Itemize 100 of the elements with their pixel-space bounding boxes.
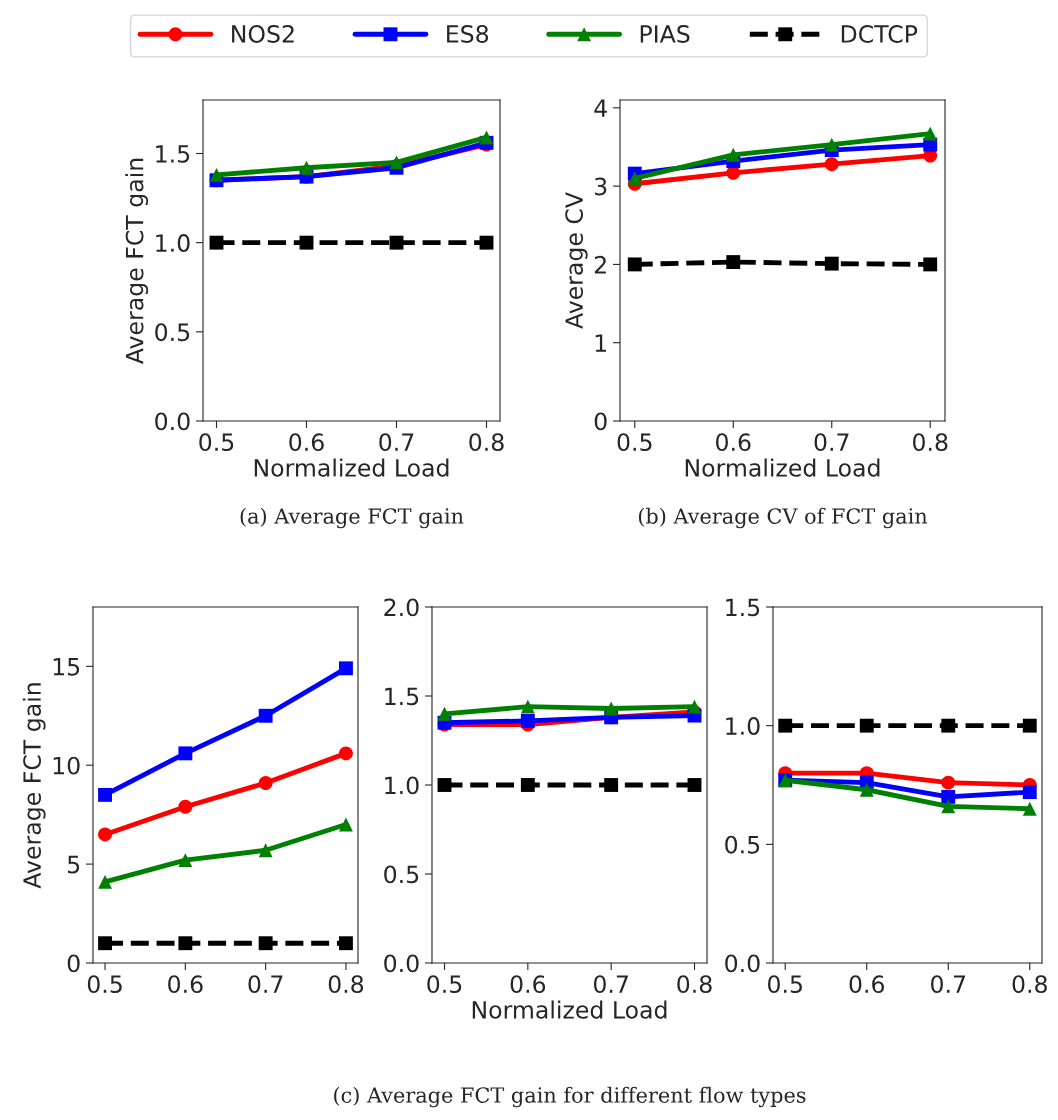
x-tick-label: 0.8: [1012, 975, 1047, 994]
point: [339, 817, 353, 832]
point: [1022, 785, 1037, 800]
point: [178, 853, 193, 868]
point: [339, 936, 353, 951]
point: [389, 235, 404, 250]
point: [299, 235, 314, 250]
y-tick-label: 0: [67, 954, 80, 973]
legend-label: DCTCP: [841, 25, 918, 43]
x-tick-label: 0.8: [677, 975, 712, 994]
point: [859, 718, 874, 733]
x-tick-label: 0.6: [289, 433, 324, 452]
x-tick-label: 0.5: [199, 433, 234, 452]
x-tick-label: 0.7: [814, 433, 849, 452]
x-tick-label: 0.5: [87, 975, 122, 994]
point: [258, 936, 273, 951]
legend-label: PIAS: [640, 25, 690, 43]
point: [520, 713, 535, 728]
x-tick-label: 0.7: [379, 433, 414, 452]
point: [437, 706, 452, 721]
point: [209, 167, 224, 182]
y-tick-label: 15: [53, 658, 80, 676]
y-tick-label: 2.0: [384, 598, 419, 617]
point: [627, 257, 642, 272]
text: (a) Average FCT gain: [240, 507, 464, 529]
x-tick-label: 0.8: [913, 433, 948, 452]
point: [98, 936, 112, 951]
x-tick-label: 0.7: [931, 975, 966, 994]
point: [520, 778, 535, 792]
point: [479, 130, 494, 145]
y-tick-label: 0: [594, 412, 607, 431]
point: [604, 701, 619, 716]
point: [726, 147, 741, 162]
y-tick-label: 0.5: [384, 865, 419, 884]
y-tick-label: 3: [594, 177, 607, 196]
y-tick-label: 0.0: [384, 954, 419, 973]
y-axis-title: Average FCT gain: [125, 158, 149, 365]
point: [389, 155, 404, 170]
point: [923, 257, 938, 272]
y-tick-label: 1.5: [726, 598, 760, 617]
point: [627, 171, 642, 186]
legend-label: NOS2: [232, 25, 294, 43]
point: [859, 782, 874, 797]
point: [258, 843, 273, 858]
point: [299, 160, 314, 175]
point: [520, 699, 535, 714]
y-tick-label: 1.0: [156, 234, 190, 252]
point: [178, 936, 193, 951]
point: [1022, 801, 1037, 816]
y-tick-label: 1.0: [385, 776, 419, 795]
point: [339, 746, 353, 761]
x-tick-label: 0.8: [328, 975, 364, 994]
y-tick-label: 1: [595, 334, 607, 352]
x-tick-label: 0.7: [248, 975, 283, 994]
point: [824, 157, 839, 172]
point: [941, 789, 956, 804]
point: [339, 661, 353, 676]
point: [98, 874, 112, 889]
legend-label: ES8: [447, 25, 489, 43]
y-tick-label: 4: [594, 99, 607, 117]
point: [437, 778, 452, 792]
text: (c) Average FCT gain for different flow types: [334, 1086, 806, 1108]
x-tick-label: 0.5: [617, 433, 652, 452]
text: (b) Average CV of FCT gain: [638, 507, 928, 529]
point: [479, 235, 494, 250]
x-tick-label: 0.8: [469, 433, 504, 452]
x-axis-title: Normalized Load: [472, 1000, 667, 1019]
x-tick-label: 0.7: [593, 975, 628, 994]
y-tick-label: 10: [53, 756, 80, 775]
point: [941, 775, 956, 790]
y-tick-label: 0.0: [155, 412, 190, 431]
point: [778, 718, 793, 733]
x-tick-label: 0.6: [716, 433, 751, 452]
point: [824, 256, 839, 271]
y-tick-label: 1.5: [385, 687, 419, 706]
x-tick-label: 0.6: [510, 975, 546, 994]
point: [258, 708, 273, 723]
x-tick-label: 0.6: [849, 975, 885, 994]
point: [178, 799, 193, 814]
point: [941, 799, 956, 814]
x-axis-title: Normalized Load: [254, 458, 449, 477]
point: [178, 746, 193, 761]
point: [98, 787, 112, 802]
point: [98, 827, 112, 842]
y-tick-label: 5: [67, 855, 80, 874]
point: [726, 255, 741, 270]
point: [604, 778, 619, 792]
point: [941, 718, 956, 733]
x-axis-title: Normalized Load: [685, 458, 880, 477]
point: [687, 699, 702, 714]
y-tick-label: 1.5: [156, 145, 190, 163]
point: [923, 126, 938, 141]
point: [687, 778, 702, 792]
y-tick-label: 0.0: [725, 954, 760, 973]
point: [209, 235, 224, 250]
x-tick-label: 0.5: [768, 975, 802, 994]
y-axis-title: Average CV: [565, 192, 588, 329]
point: [258, 776, 273, 790]
y-axis-title: Average FCT gain: [22, 683, 46, 889]
x-tick-label: 0.5: [427, 975, 462, 994]
